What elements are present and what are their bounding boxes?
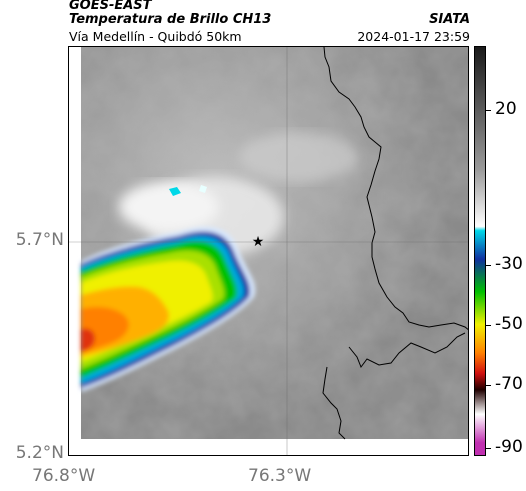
map-canvas: ★ [69, 47, 468, 455]
colorbar-label: -70 [495, 374, 523, 394]
river-line [322, 366, 346, 440]
satellite-map[interactable]: ★ [68, 46, 469, 456]
product-title: Temperatura de Brillo CH13 [69, 12, 272, 27]
lat-tick-label: 5.7°N [15, 230, 64, 250]
organization-label: SIATA [429, 12, 470, 27]
colorbar-tick [486, 448, 491, 449]
colorbar-label: -30 [495, 254, 523, 274]
colorbar-label: -90 [495, 437, 523, 457]
convective-system [81, 227, 256, 392]
river-line [348, 332, 466, 369]
datetime-label: 2024-01-17 23:59 [357, 29, 470, 44]
no-data-bottom [69, 439, 468, 455]
colorbar-tick [486, 385, 491, 386]
border-line [323, 47, 468, 331]
lon-tick-label: 76.8°W [32, 466, 96, 486]
light-cloud [239, 132, 359, 182]
star-icon: ★ [252, 234, 265, 250]
satellite-title: GOES-EAST [69, 0, 152, 13]
colorbar-tick [486, 110, 491, 111]
lon-tick-label: 76.3°W [248, 466, 312, 486]
colorbar-label: 20 [495, 99, 517, 119]
colorbar [474, 46, 486, 456]
cyan-cloud-top [169, 187, 181, 196]
cyan-cloud-top [199, 185, 207, 193]
region-label: Vía Medellín - Quibdó 50km [69, 29, 242, 44]
lat-tick-label: 5.2°N [15, 443, 64, 463]
colorbar-tick [486, 265, 491, 266]
colorbar-tick [486, 325, 491, 326]
colorbar-label: -50 [495, 314, 523, 334]
light-cloud [119, 182, 219, 232]
no-data-left [69, 47, 81, 455]
